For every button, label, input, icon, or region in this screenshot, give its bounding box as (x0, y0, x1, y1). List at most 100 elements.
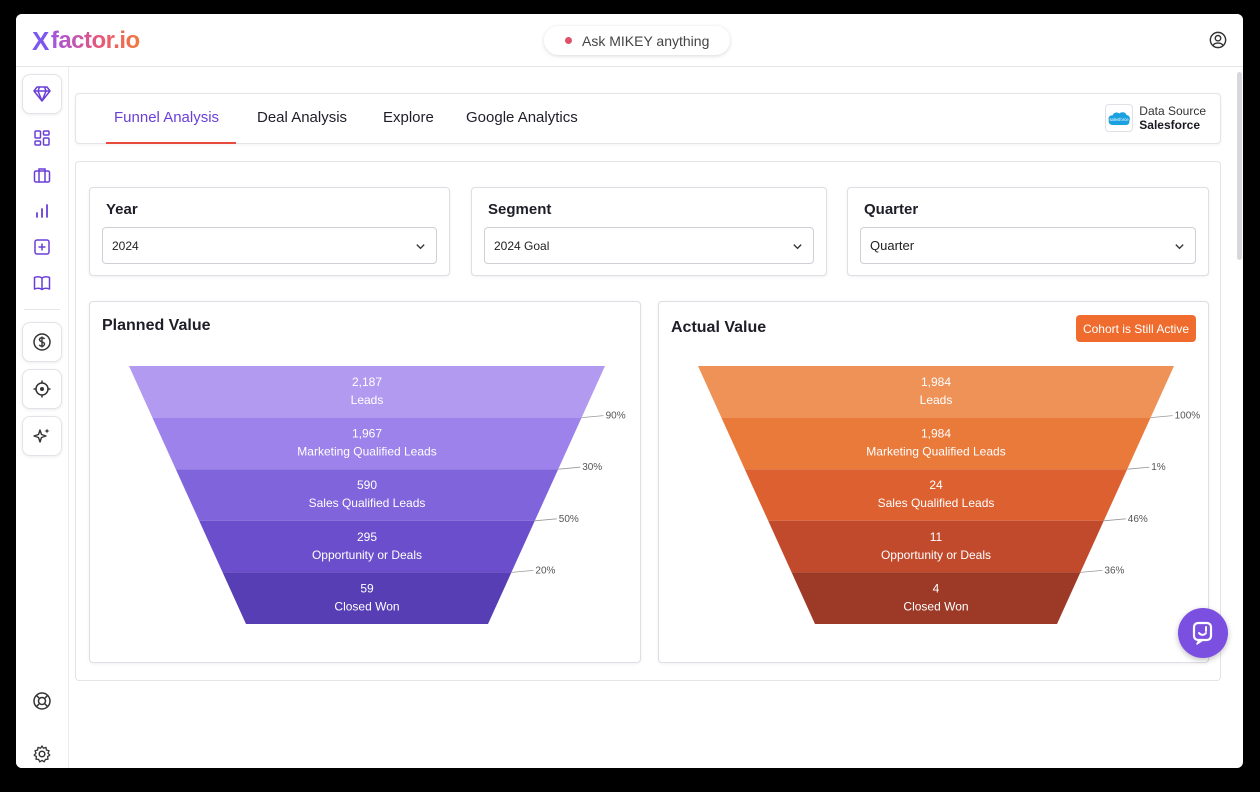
planned-stage-value: 590 (357, 478, 377, 492)
sidebar (16, 67, 69, 768)
planned-conversion-leader (511, 570, 534, 573)
tab-google-analytics[interactable]: Google Analytics (466, 109, 578, 126)
logo-mark: X (32, 25, 49, 56)
sidebar-item-dashboard[interactable] (22, 118, 62, 158)
quarter-select[interactable]: Quarter (860, 227, 1196, 264)
tab-funnel-analysis[interactable]: Funnel Analysis (114, 109, 220, 126)
actual-stage-value: 1,984 (921, 375, 951, 389)
planned-stage-value: 295 (357, 530, 377, 544)
sidebar-item-diamond[interactable] (22, 74, 62, 114)
planned-stage-value: 59 (360, 581, 374, 595)
planned-stage-label: Leads (351, 393, 384, 407)
year-filter-label: Year (106, 201, 138, 218)
planned-conversion-leader (558, 466, 581, 470)
dashboard-icon (34, 130, 50, 146)
year-filter: Year 2024 (89, 187, 450, 276)
salesforce-logo: salesforce (1105, 104, 1134, 132)
planned-conversion-leader (581, 415, 604, 418)
data-source-indicator[interactable]: salesforce Data Source Salesforce (1105, 104, 1206, 132)
sidebar-item-analytics[interactable] (22, 191, 62, 231)
cohort-status-badge: Cohort is Still Active (1075, 315, 1196, 342)
year-select[interactable]: 2024 (102, 227, 437, 264)
planned-funnel-stage-3[interactable] (175, 469, 559, 521)
dollar-icon (33, 333, 51, 351)
actual-conversion-leader (1080, 570, 1103, 573)
actual-stage-label: Closed Won (903, 599, 968, 613)
actual-stage-value: 1,984 (921, 427, 951, 441)
data-source-label: Data Source (1139, 104, 1206, 118)
active-tab-indicator (106, 142, 236, 144)
logo[interactable]: X factor.io (32, 25, 140, 56)
planned-funnel-chart: 2,187 Leads 90% 1,967 Marketing Qualified Le… (129, 366, 626, 624)
sidebar-item-targets[interactable] (22, 369, 62, 409)
actual-funnel-stage-4[interactable] (768, 520, 1104, 573)
planned-conversion-rate: 50% (559, 514, 579, 525)
ask-mikey-label: Ask MIKEY anything (582, 32, 710, 49)
lifebuoy-icon (33, 692, 51, 710)
actual-funnel-chart: 1,984 Leads 100% 1,984 Marketing Qualified L… (698, 366, 1201, 624)
actual-value-panel: Actual Value Cohort is Still Active 1,98… (658, 301, 1209, 663)
actual-funnel-stage-3[interactable] (744, 469, 1128, 521)
chevron-down-icon (1175, 244, 1184, 250)
sidebar-item-docs[interactable] (22, 263, 62, 303)
quarter-filter: Quarter Quarter (847, 187, 1209, 276)
actual-stage-value: 24 (929, 478, 943, 492)
salesforce-logo-text: salesforce (1110, 117, 1130, 122)
target-icon (33, 380, 51, 398)
segment-select[interactable]: 2024 Goal (484, 227, 814, 264)
segment-filter-label: Segment (488, 201, 552, 218)
tab-deal-analysis[interactable]: Deal Analysis (257, 109, 348, 126)
planned-conversion-rate: 90% (606, 411, 626, 422)
actual-funnel-stage-1[interactable] (698, 366, 1174, 418)
segment-filter: Segment 2024 Goal (471, 187, 827, 276)
sidebar-divider (24, 309, 60, 310)
sidebar-item-help[interactable] (22, 681, 62, 721)
sidebar-item-add[interactable] (22, 227, 62, 267)
logo-text: factor.io (50, 27, 140, 54)
chat-icon (1192, 621, 1213, 645)
page-scrollbar[interactable] (1237, 72, 1242, 260)
gear-icon (33, 745, 51, 763)
tab-explore[interactable]: Explore (383, 109, 434, 126)
diamond-icon (33, 86, 51, 102)
sparkle-icon (33, 428, 50, 443)
planned-funnel-stage-5[interactable] (222, 572, 512, 624)
actual-conversion-rate: 36% (1104, 565, 1124, 576)
planned-stage-value: 2,187 (352, 375, 382, 389)
sidebar-item-ai[interactable] (22, 416, 62, 456)
ask-mikey-button[interactable]: Ask MIKEY anything (544, 26, 730, 55)
top-bar: X factor.io Ask MIKEY anything (16, 14, 1243, 67)
chevron-down-icon (416, 244, 425, 250)
actual-stage-label: Marketing Qualified Leads (866, 445, 1005, 459)
quarter-select-value: Quarter (870, 238, 915, 253)
actual-conversion-rate: 46% (1128, 514, 1148, 525)
actual-stage-label: Opportunity or Deals (881, 548, 991, 562)
planned-funnel-stage-1[interactable] (129, 366, 605, 418)
actual-stage-label: Sales Qualified Leads (878, 496, 995, 510)
plus-square-icon (34, 239, 50, 255)
actual-stage-value: 4 (933, 581, 940, 595)
briefcase-icon (33, 168, 51, 183)
funnel-analysis-content: Year 2024 Segment 2024 Goal Quarter Quar… (75, 161, 1221, 681)
planned-stage-label: Sales Qualified Leads (309, 496, 426, 510)
planned-conversion-rate: 20% (535, 565, 555, 576)
chevron-down-icon (793, 244, 802, 250)
sidebar-item-briefcase[interactable] (22, 155, 62, 195)
segment-select-value: 2024 Goal (494, 238, 550, 253)
actual-funnel-stage-5[interactable] (791, 572, 1081, 624)
actual-conversion-rate: 100% (1175, 411, 1201, 422)
actual-funnel-stage-2[interactable] (721, 417, 1151, 470)
chat-support-button[interactable] (1178, 608, 1228, 658)
actual-conversion-leader (1150, 415, 1173, 418)
year-select-value: 2024 (112, 238, 139, 253)
user-profile-icon[interactable] (1209, 31, 1227, 49)
planned-conversion-leader (534, 518, 557, 522)
planned-funnel-stage-2[interactable] (152, 417, 582, 470)
sidebar-item-settings[interactable] (22, 734, 62, 768)
bar-chart-icon (36, 204, 48, 218)
actual-stage-label: Leads (920, 393, 953, 407)
planned-value-title: Planned Value (102, 317, 211, 334)
book-icon (33, 276, 51, 291)
planned-funnel-stage-4[interactable] (199, 520, 535, 573)
sidebar-item-revenue[interactable] (22, 322, 62, 362)
